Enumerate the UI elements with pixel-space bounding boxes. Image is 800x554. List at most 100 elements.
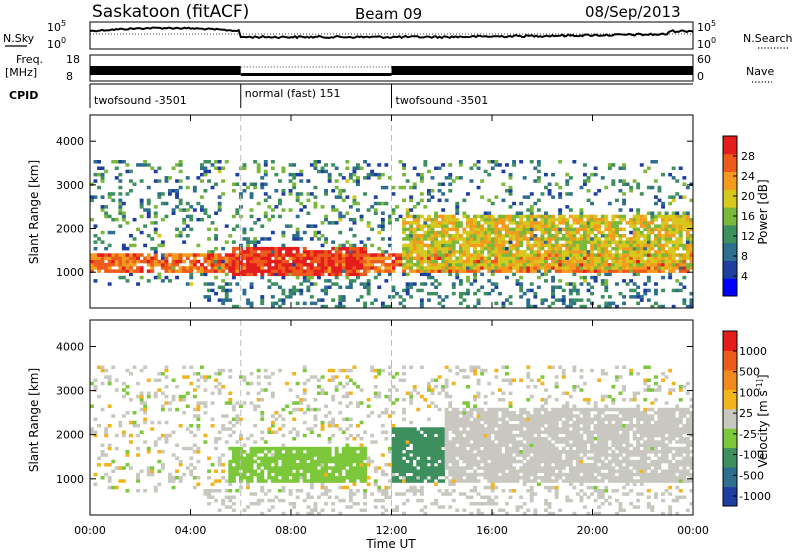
heatmap-cell (434, 266, 438, 270)
heatmap-cell (639, 192, 644, 196)
heatmap-cell (668, 275, 673, 280)
heatmap-cell (111, 253, 116, 257)
heatmap-cell (242, 291, 247, 296)
heatmap-cell (639, 250, 644, 254)
heatmap-cell (402, 243, 406, 248)
heatmap-cell (260, 224, 265, 228)
heatmap-cell (678, 263, 683, 267)
heatmap-cell (302, 230, 307, 235)
heatmap-cell (246, 381, 250, 386)
heatmap-cell (419, 234, 424, 238)
heatmap-cell (317, 298, 321, 302)
heatmap-cell (366, 266, 371, 270)
heatmap-cell (469, 365, 474, 369)
heatmap-cell (501, 224, 506, 228)
heatmap-cell (309, 275, 314, 280)
heatmap-cell (512, 259, 516, 264)
heatmap-cell (363, 456, 367, 460)
heatmap-cell (636, 250, 641, 254)
heatmap-cell (334, 375, 339, 379)
heatmap-cell (331, 189, 336, 193)
heatmap-cell (522, 407, 527, 412)
heatmap-cell (654, 253, 658, 257)
heatmap-cell (441, 240, 446, 244)
heatmap-cell (373, 466, 378, 470)
heatmap-cell (671, 250, 676, 254)
heatmap-cell (260, 437, 265, 441)
heatmap-cell (480, 250, 485, 254)
heatmap-cell (207, 169, 211, 174)
heatmap-cell (615, 198, 619, 203)
heatmap-cell (586, 259, 591, 264)
heatmap-cell (90, 259, 94, 264)
heatmap-cell (519, 430, 524, 434)
heatmap-cell (203, 269, 208, 273)
heatmap-cell (125, 269, 130, 273)
heatmap-cell (317, 459, 321, 464)
heatmap-cell (508, 466, 513, 470)
heatmap-cell (263, 453, 268, 457)
heatmap-cell (263, 368, 268, 373)
heatmap-cell (529, 221, 534, 225)
freq-bar-segment (240, 73, 392, 76)
heatmap-cell (536, 160, 541, 164)
heatmap-cell (203, 489, 208, 493)
heatmap-cell (278, 179, 282, 183)
heatmap-cell (505, 234, 509, 238)
heatmap-cell (611, 179, 616, 183)
heatmap-cell (377, 489, 382, 493)
heatmap-cell (338, 195, 343, 199)
heatmap-cell (317, 263, 321, 267)
heatmap-cell (292, 502, 297, 506)
heatmap-cell (622, 301, 626, 306)
heatmap-cell (529, 492, 534, 496)
heatmap-cell (129, 420, 133, 425)
heatmap-cell (203, 440, 208, 444)
heatmap-cell (249, 450, 254, 454)
heatmap-cell (263, 172, 268, 177)
heatmap-cell (547, 304, 552, 309)
heatmap-cell (551, 243, 555, 248)
heatmap-cell (288, 208, 293, 212)
heatmap-cell (689, 243, 694, 248)
heatmap-cell (565, 192, 570, 196)
heatmap-cell (175, 443, 179, 447)
heatmap-cell (462, 437, 467, 441)
heatmap-cell (462, 440, 467, 444)
heatmap-cell (136, 479, 140, 483)
heatmap-cell (508, 301, 513, 306)
heatmap-cell (682, 176, 687, 180)
heatmap-cell (494, 437, 499, 441)
heatmap-cell (373, 201, 378, 206)
heatmap-cell (380, 505, 385, 509)
heatmap-cell (423, 443, 428, 447)
heatmap-cell (430, 221, 435, 225)
heatmap-cell (512, 201, 516, 206)
heatmap-cell (458, 411, 463, 415)
heatmap-cell (274, 466, 279, 470)
heatmap-cell (363, 492, 367, 496)
heatmap-cell (419, 469, 424, 473)
heatmap-cell (104, 169, 109, 174)
heatmap-cell (505, 453, 509, 457)
heatmap-cell (579, 237, 584, 241)
heatmap-cell (93, 279, 98, 283)
heatmap-cell (320, 427, 325, 431)
heatmap-cell (203, 378, 208, 382)
heatmap-cell (104, 246, 109, 251)
heatmap-cell (356, 456, 360, 460)
heatmap-cell (519, 459, 524, 464)
heatmap-cell (139, 253, 144, 257)
heatmap-cell (441, 433, 446, 438)
heatmap-cell (338, 401, 343, 405)
heatmap-cell (512, 234, 516, 238)
heatmap-cell (565, 179, 570, 183)
heatmap-cell (629, 221, 634, 225)
colorbar-tick-label: 12 (741, 230, 755, 243)
heatmap-cell (207, 227, 211, 232)
heatmap-cell (402, 224, 406, 228)
heatmap-cell (430, 430, 435, 434)
heatmap-cell (263, 440, 268, 444)
heatmap-cell (462, 492, 467, 496)
heatmap-cell (462, 453, 467, 457)
